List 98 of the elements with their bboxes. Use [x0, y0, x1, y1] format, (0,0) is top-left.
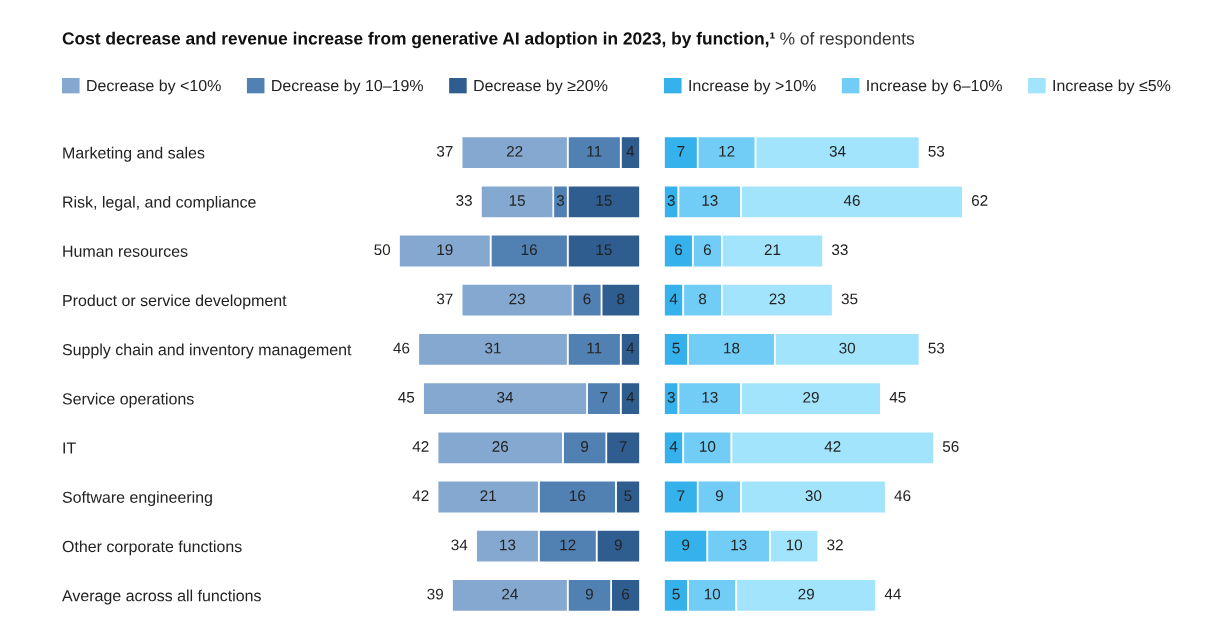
data-label: 34	[829, 145, 846, 157]
total-label: 53	[928, 145, 945, 157]
total-label: 62	[971, 195, 988, 206]
data-label: 4	[669, 441, 678, 452]
data-label: 3	[667, 195, 675, 206]
total-label: 34	[451, 539, 468, 551]
data-label: 16	[521, 244, 537, 256]
data-label: 11	[587, 146, 602, 157]
data-label: 15	[596, 195, 612, 206]
data-label: 5	[672, 342, 680, 354]
total-label: 32	[827, 539, 843, 551]
data-label: 9	[581, 441, 589, 452]
data-label: 5	[672, 588, 680, 600]
data-label: 3	[667, 391, 675, 403]
data-label: 4	[669, 293, 678, 305]
total-label: 33	[831, 244, 848, 256]
total-label: 46	[393, 342, 410, 354]
legend-label: Increase by >10%	[689, 79, 816, 95]
data-label: 6	[674, 244, 683, 256]
legend-label: Decrease by <10%	[87, 79, 221, 95]
data-label: 7	[619, 441, 627, 452]
data-label: 21	[480, 490, 496, 501]
data-label: 7	[600, 392, 608, 403]
y-tick-label: Risk, legal, and compliance	[63, 196, 256, 211]
total-label: 45	[398, 392, 415, 403]
data-label: 3	[556, 195, 565, 206]
y-tick-label: Human resources	[63, 245, 188, 257]
total-label: 42	[412, 490, 429, 501]
data-label: 4	[626, 342, 635, 354]
legend-label: Decrease by ≥20%	[474, 79, 608, 95]
data-label: 23	[769, 293, 786, 305]
total-label: 44	[884, 588, 901, 600]
data-label: 42	[824, 441, 841, 452]
data-label: 15	[509, 195, 525, 206]
data-label: 24	[502, 588, 518, 600]
data-label: 10	[700, 441, 716, 452]
legend-label: Increase by 6–10%	[867, 79, 1002, 95]
data-label: 18	[724, 342, 740, 354]
data-label: 30	[839, 342, 856, 354]
data-label: 4	[626, 392, 635, 403]
total-label: 56	[942, 441, 959, 452]
data-label: 13	[702, 391, 718, 403]
data-label: 34	[497, 391, 514, 403]
y-tick-label: Service operations	[62, 392, 194, 408]
data-label: 19	[437, 244, 453, 256]
data-label: 9	[682, 539, 690, 551]
data-label: 23	[509, 293, 525, 305]
data-label: 9	[585, 588, 593, 600]
data-label: 10	[704, 588, 721, 600]
data-label: 7	[677, 146, 685, 157]
data-label: 6	[622, 588, 630, 600]
y-tick-label: IT	[63, 442, 76, 454]
total-label: 53	[928, 342, 945, 354]
y-tick-label: Product or service development	[63, 294, 287, 310]
total-label: 35	[841, 293, 858, 305]
y-tick-label: Software engineering	[62, 491, 212, 507]
data-label: 12	[560, 539, 576, 551]
y-tick-label: Supply chain and inventory management	[62, 343, 352, 359]
data-label: 10	[786, 539, 803, 551]
total-label: 37	[436, 145, 453, 157]
data-label: 30	[805, 490, 822, 502]
total-label: 50	[374, 244, 391, 256]
total-label: 42	[412, 441, 429, 452]
total-label: 39	[427, 588, 443, 600]
data-label: 12	[719, 145, 735, 157]
data-label: 9	[614, 539, 622, 551]
data-label: 8	[617, 293, 625, 305]
data-label: 8	[698, 293, 707, 305]
data-label: 4	[626, 146, 635, 157]
chart-title: Cost decrease and revenue increase from generative AI adoption in 2023, by function,¹	[62, 31, 775, 49]
total-label: 33	[456, 195, 472, 206]
data-label: 13	[702, 195, 718, 206]
data-label: 29	[803, 391, 819, 403]
data-label: 29	[798, 588, 814, 600]
data-label: 13	[500, 539, 516, 551]
y-tick-label: Other corporate functions	[62, 540, 242, 556]
data-label: 22	[506, 145, 523, 157]
y-tick-label: Marketing and sales	[63, 146, 205, 162]
data-label: 9	[715, 490, 723, 502]
data-label: 6	[583, 293, 591, 305]
data-label: 31	[485, 342, 501, 354]
data-label: 5	[624, 490, 632, 502]
total-label: 37	[436, 293, 453, 305]
total-label: 46	[894, 490, 911, 502]
data-label: 21	[764, 244, 781, 255]
data-label: 15	[596, 244, 612, 256]
data-label: 16	[570, 490, 586, 502]
total-label: 45	[889, 392, 906, 403]
data-label: 46	[843, 195, 860, 206]
data-label: 7	[677, 490, 685, 501]
chart-subtitle: % of respondents	[780, 31, 915, 49]
data-label: 13	[731, 539, 747, 551]
data-label: 26	[492, 441, 509, 452]
data-label: 6	[703, 244, 711, 256]
legend-label: Increase by ≤5%	[1053, 79, 1171, 95]
legend-label: Decrease by 10–19%	[272, 79, 424, 95]
y-tick-label: Average across all functions	[62, 589, 261, 605]
data-label: 11	[587, 342, 602, 354]
